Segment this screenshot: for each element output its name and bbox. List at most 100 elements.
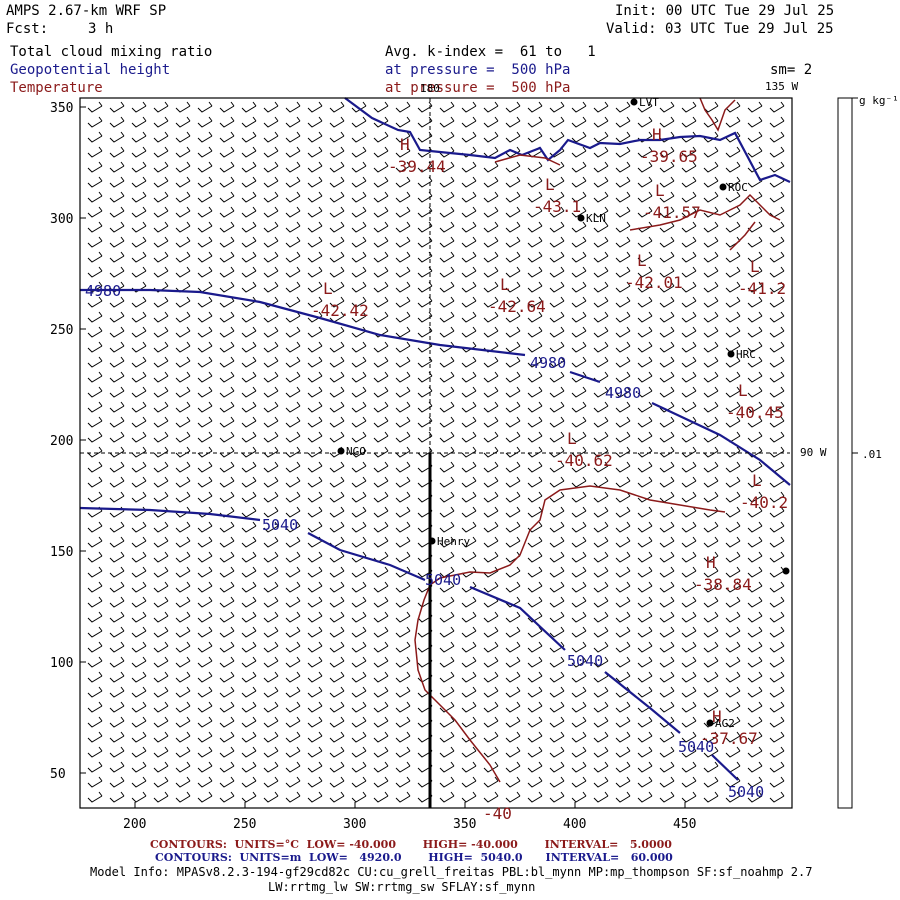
wind-barb [637,551,653,563]
wind-barb [681,296,697,308]
wind-barb [747,401,763,413]
wind-barb [219,131,235,143]
wind-barb [219,566,235,578]
wind-barb [747,221,763,233]
wind-barb [769,656,785,668]
wind-barb [263,791,279,803]
wind-barb [175,536,191,548]
wind-barb [241,416,257,428]
wind-barb [263,401,279,413]
wind-barb [219,146,235,158]
wind-barb [417,101,433,113]
wind-barb [131,101,147,113]
wind-barb [175,701,191,713]
wind-barb [175,296,191,308]
wind-barb [527,266,543,278]
wind-barb [571,146,587,158]
wind-barb [241,131,257,143]
wind-barb [769,341,785,353]
wind-barb [615,611,631,623]
wind-barb [593,701,609,713]
wind-barb [87,371,103,383]
wind-barb [329,296,345,308]
wind-barb [549,611,565,623]
height-contour-coast [344,97,791,183]
wind-barb [285,536,301,548]
wind-barb [219,761,235,773]
wind-barb [351,371,367,383]
wind-barb [351,701,367,713]
wind-barb [769,791,785,803]
wind-barb [703,476,719,488]
wind-barb [175,746,191,758]
wind-barb [461,461,477,473]
wind-barb [439,671,455,683]
wind-barb [571,656,587,668]
wind-barb [461,116,477,128]
wind-barb [703,731,719,743]
wind-barb [747,581,763,593]
wind-barb [703,296,719,308]
wind-barb [219,701,235,713]
wind-barb [131,596,147,608]
wind-barb [637,371,653,383]
wind-barb [549,476,565,488]
wind-barb [131,671,147,683]
wind-barb [747,326,763,338]
wind-barb [527,356,543,368]
wind-barb [703,161,719,173]
wind-barb [571,191,587,203]
wind-barb [593,461,609,473]
wind-barb [593,131,609,143]
wind-barb [593,161,609,173]
wind-barb [483,101,499,113]
wind-barb [439,551,455,563]
wind-barb [263,716,279,728]
wind-barb [329,566,345,578]
wind-barb [659,701,675,713]
wind-barb [285,161,301,173]
wind-barb [175,551,191,563]
wind-barb [659,266,675,278]
wind-barb [549,326,565,338]
wind-barb [395,551,411,563]
wind-barb [505,341,521,353]
wind-barb [307,341,323,353]
wind-barb [351,386,367,398]
wind-barb [439,626,455,638]
wind-barb [681,536,697,548]
wind-barb [175,116,191,128]
wind-barb [131,686,147,698]
wind-barb [615,776,631,788]
wind-barb [241,671,257,683]
wind-barb [351,491,367,503]
wind-barb [549,251,565,263]
wind-barb [329,626,345,638]
wind-barb [483,476,499,488]
temp-contour-main [414,485,726,783]
wind-barb [373,731,389,743]
wind-barb [703,716,719,728]
wind-barb [87,236,103,248]
wind-barb [439,521,455,533]
wind-barb [285,431,301,443]
wind-barb [593,716,609,728]
wind-barb [241,491,257,503]
wind-barb [681,311,697,323]
wind-barb [461,641,477,653]
wind-barb [549,191,565,203]
wind-barb [747,386,763,398]
wind-barb [637,791,653,803]
wind-barb [659,176,675,188]
wind-barb [549,386,565,398]
wind-barb [307,596,323,608]
wind-barb [175,626,191,638]
wind-barb [241,521,257,533]
wind-barb [549,116,565,128]
wind-barb [131,536,147,548]
wind-barb [769,311,785,323]
wind-barb [307,686,323,698]
wind-barb [571,326,587,338]
wind-barb [461,296,477,308]
wind-barb [153,371,169,383]
